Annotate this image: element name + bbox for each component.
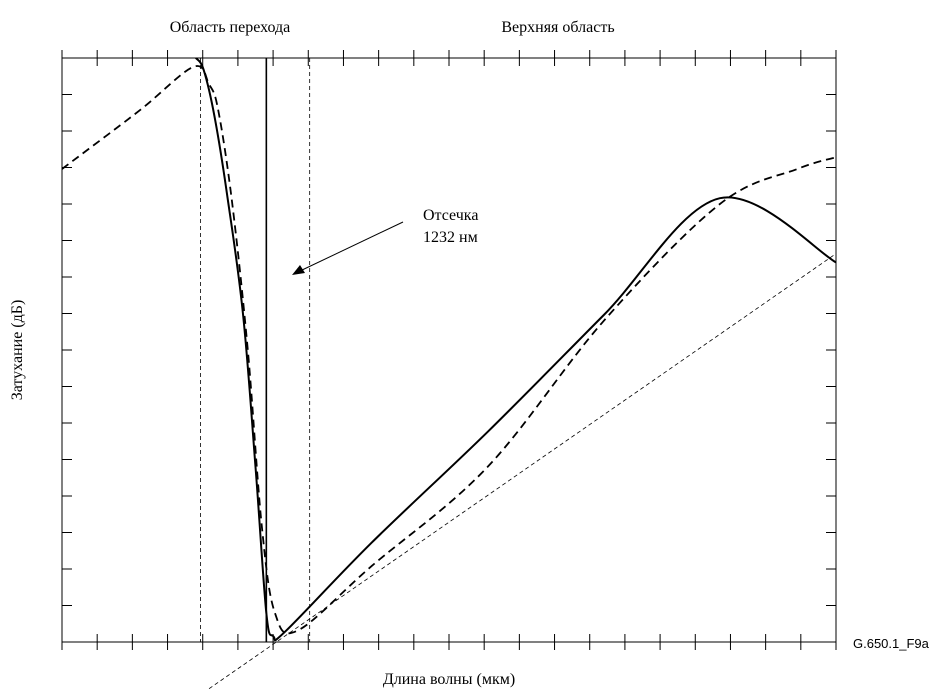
solid-curve <box>195 57 837 642</box>
annotation-line-2: 1232 нм <box>423 229 478 246</box>
annotation-arrowhead <box>292 265 305 275</box>
annotation-pointer-line <box>299 221 404 272</box>
figure-id: G.650.1_F9a <box>853 636 930 651</box>
plot-frame <box>61 57 837 643</box>
vertical-markers <box>200 58 311 642</box>
plot-border <box>61 57 837 643</box>
y-axis-label: Затухание (дБ) <box>9 300 26 401</box>
top-label-transition-region: Область перехода <box>170 19 291 36</box>
x-axis-label: Длина волны (мкм) <box>383 671 515 688</box>
dashed-curve <box>61 65 837 635</box>
top-label-upper-region: Верхняя область <box>501 19 614 36</box>
cutoff-annotation: Отсечка 1232 нм <box>292 207 478 275</box>
series-lines <box>61 57 837 690</box>
axis-ticks <box>61 50 837 650</box>
annotation-line-1: Отсечка <box>423 207 478 224</box>
reference-line <box>208 253 837 690</box>
